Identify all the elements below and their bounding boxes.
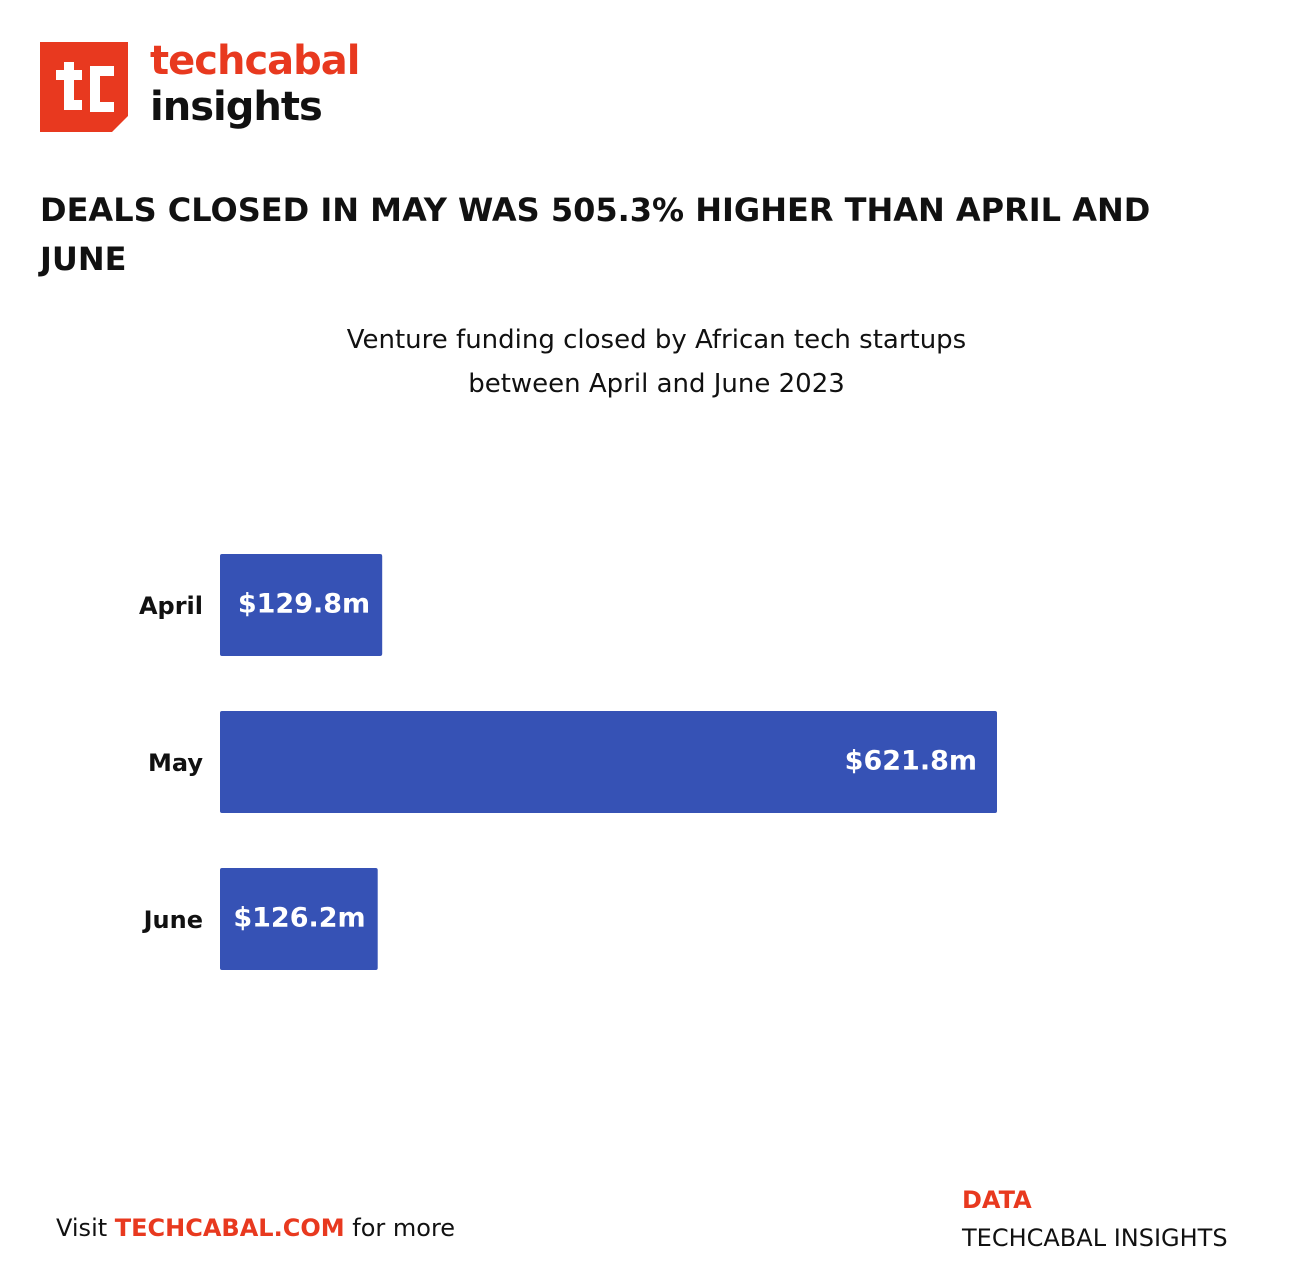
bar [220,868,378,970]
source: TECHCABAL INSIGHTS [962,1224,1228,1252]
footer-text: Visit [56,1214,108,1242]
category-label: June [142,906,203,934]
chart-subtitle: Venture funding closed by African tech s… [346,325,967,355]
footer: Visit TECHCABAL.COM for more [56,1214,455,1242]
value-label: $621.8m [845,746,977,777]
logo-text: insights [150,84,323,130]
logo-icon [40,42,128,132]
footer-text: for more [352,1214,456,1242]
bar [220,554,383,656]
chart: April $129.8m May $621.8m June $126.2m [139,554,997,970]
value-label: $129.8m [238,589,370,620]
footer-link[interactable]: TECHCABAL.COM [114,1214,345,1242]
category-label: May [148,749,203,777]
source-label: DATA [962,1186,1032,1214]
logo-text: techcabal [150,38,360,84]
bar [220,711,997,813]
chart-title: DEALS CLOSED IN MAY WAS 505.3% HIGHER TH… [40,191,1151,278]
category-label: April [139,592,203,620]
value-label: $126.2m [233,903,365,934]
chart-subtitle: between April and June 2023 [468,369,845,399]
